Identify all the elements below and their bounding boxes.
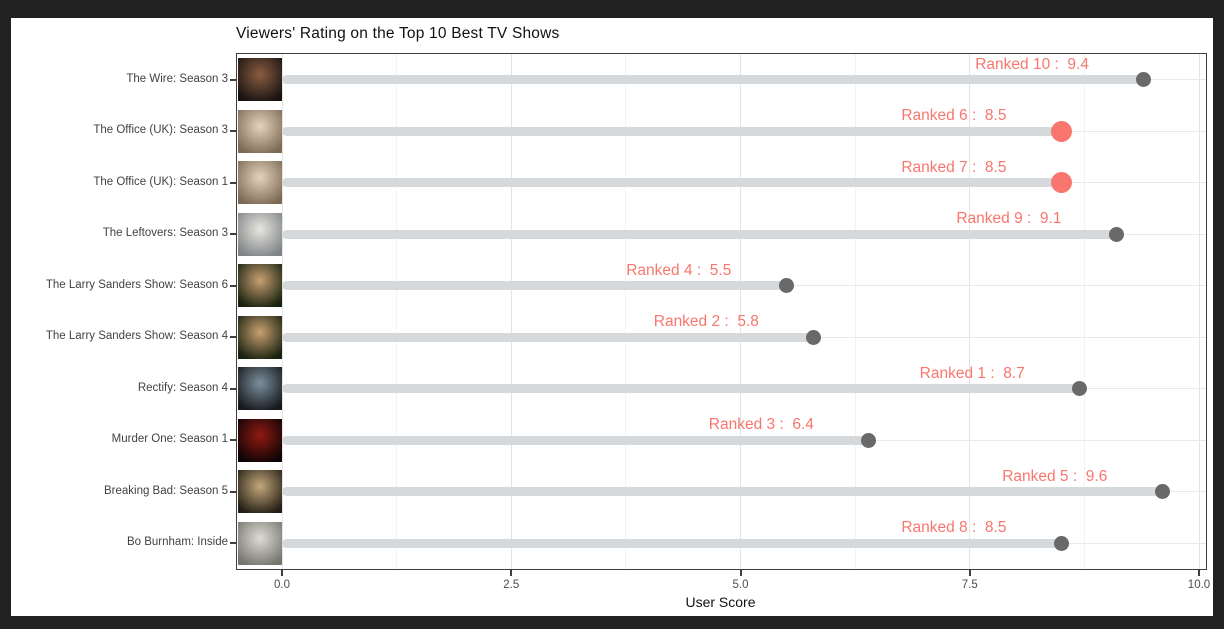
poster-rectify-s4 (238, 367, 282, 411)
poster-bo-burnham-inside (238, 521, 282, 565)
gridline-vertical-minor (625, 54, 627, 569)
lollipop-dot (806, 329, 822, 345)
lollipop-stem (282, 538, 1062, 548)
rank-annotation: Ranked 1 : 8.7 (919, 364, 1025, 382)
lollipop-stem (282, 332, 814, 342)
lollipop-dot (778, 278, 794, 294)
y-axis-label: Murder One: Season 1 (111, 433, 228, 446)
y-axis-label: Rectify: Season 4 (137, 381, 228, 394)
gridline-vertical-major (281, 54, 283, 569)
lollipop-dot (1154, 484, 1170, 500)
gridline-vertical-major (1198, 54, 1200, 569)
lollipop-stem (282, 229, 1117, 239)
chart-canvas: Viewers' Rating on the Top 10 Best TV Sh… (11, 18, 1213, 616)
poster-murder-one-s1 (238, 418, 282, 462)
lollipop-stem (282, 281, 787, 291)
rank-annotation: Ranked 9 : 9.1 (956, 210, 1062, 228)
poster-breaking-bad-s5 (238, 470, 282, 514)
y-axis-label: The Wire: Season 3 (126, 72, 228, 85)
plot-panel: Ranked 10 : 9.4 Ranked 6 : 8.5 Ranked 7 : … (236, 53, 1207, 570)
lollipop-dot (1050, 120, 1072, 142)
y-axis-tick (230, 284, 236, 287)
rank-annotation: Ranked 7 : 8.5 (901, 158, 1007, 176)
x-axis-tick (281, 570, 283, 576)
poster-larry-sanders-s6 (238, 264, 282, 308)
y-axis-label: The Leftovers: Season 3 (102, 227, 228, 240)
y-axis-tick (230, 130, 236, 133)
x-axis-tick-label: 0.0 (274, 579, 290, 591)
x-axis-tick-label: 10.0 (1187, 579, 1211, 591)
poster-the-office-uk-s3 (238, 109, 282, 153)
y-axis-label: The Office (UK): Season 1 (93, 175, 228, 188)
x-axis-tick (739, 570, 742, 576)
y-axis-tick (230, 387, 236, 390)
x-axis-tick-label: 5.0 (732, 579, 749, 591)
gridline-vertical-minor (396, 54, 398, 569)
rank-annotation: Ranked 8 : 8.5 (901, 519, 1007, 537)
poster-the-wire-s3 (238, 58, 282, 102)
rank-annotation: Ranked 4 : 5.5 (626, 261, 732, 279)
lollipop-stem (282, 384, 1080, 394)
y-axis-tick (230, 78, 236, 81)
y-axis-label: The Larry Sanders Show: Season 4 (45, 330, 228, 343)
rank-annotation: Ranked 5 : 9.6 (1002, 467, 1108, 485)
x-axis-tick (510, 570, 513, 576)
lollipop-dot (1050, 172, 1072, 194)
gridline-vertical-major (740, 54, 741, 569)
x-axis-tick (1198, 570, 1200, 576)
rank-annotation: Ranked 2 : 5.8 (653, 313, 759, 331)
y-axis-tick (230, 439, 236, 442)
rank-annotation: Ranked 6 : 8.5 (901, 107, 1007, 125)
y-axis-label: The Larry Sanders Show: Season 6 (45, 278, 228, 291)
x-axis-tick (968, 570, 971, 576)
poster-the-leftovers-s3 (238, 212, 282, 256)
lollipop-stem (282, 435, 869, 445)
y-axis-tick (230, 233, 236, 236)
y-axis-tick (230, 542, 236, 545)
x-axis-tick-label: 7.5 (961, 579, 978, 591)
lollipop-dot (1136, 72, 1152, 88)
rank-annotation: Ranked 3 : 6.4 (708, 416, 814, 434)
gridline-vertical-minor (854, 54, 856, 569)
lollipop-dot (1053, 535, 1069, 551)
x-axis-title: User Score (685, 594, 756, 610)
gridline-vertical-minor (1083, 54, 1085, 569)
y-axis-tick (230, 490, 236, 493)
lollipop-stem (282, 75, 1144, 85)
x-axis-tick-label: 2.5 (503, 579, 520, 591)
y-axis-tick (230, 181, 236, 184)
gridline-vertical-major (969, 54, 971, 569)
poster-larry-sanders-s4 (238, 315, 282, 359)
y-axis-tick (230, 336, 236, 339)
y-axis-label: Breaking Bad: Season 5 (103, 484, 228, 497)
gridline-vertical-major (510, 54, 512, 569)
y-axis-label: Bo Burnham: Inside (126, 536, 228, 549)
chart-title: Viewers' Rating on the Top 10 Best TV Sh… (236, 25, 560, 42)
lollipop-stem (282, 126, 1062, 136)
y-axis-label: The Office (UK): Season 3 (93, 124, 228, 137)
lollipop-dot (1072, 381, 1088, 397)
poster-the-office-uk-s1 (238, 161, 282, 205)
rank-annotation: Ranked 10 : 9.4 (975, 55, 1089, 73)
lollipop-stem (282, 487, 1163, 497)
lollipop-dot (1108, 226, 1124, 242)
lollipop-stem (282, 178, 1062, 188)
lollipop-dot (861, 432, 877, 448)
